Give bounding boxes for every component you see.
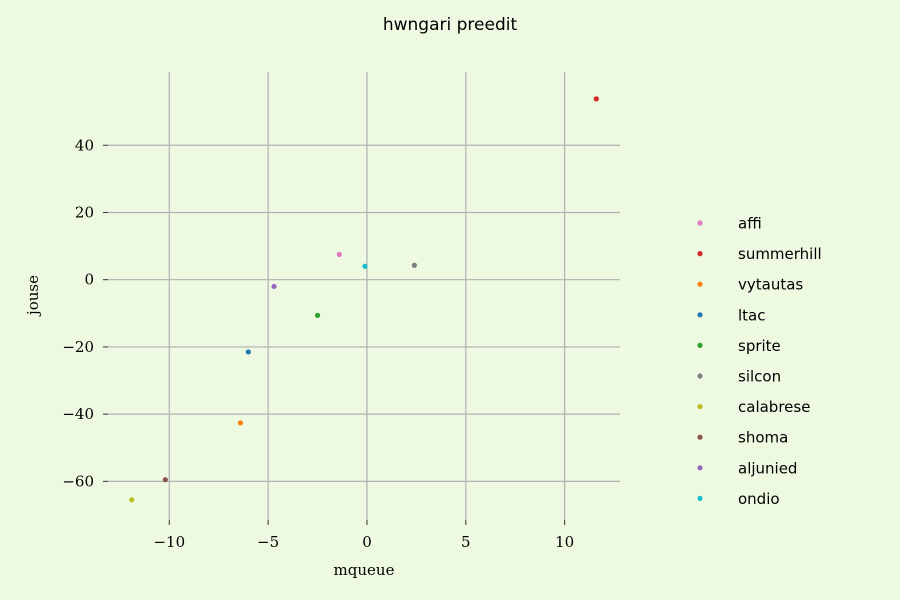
x-tick-label: 0 bbox=[362, 533, 372, 551]
legend-marker-ltac bbox=[697, 312, 703, 318]
legend-label-aljunied: aljunied bbox=[738, 459, 797, 477]
legend-label-silcon: silcon bbox=[738, 368, 781, 386]
data-point-shoma bbox=[162, 477, 168, 483]
chart-title: hwngari preedit bbox=[383, 15, 518, 35]
y-tick-label: 20 bbox=[75, 203, 94, 221]
legend-marker-summerhill bbox=[697, 251, 703, 257]
data-points bbox=[129, 96, 599, 503]
data-point-ltac bbox=[245, 349, 251, 355]
x-tick-label: 5 bbox=[461, 533, 471, 551]
legend-marker-shoma bbox=[697, 434, 703, 440]
legend-marker-affi bbox=[697, 220, 703, 226]
legend: affi summerhill vytautas ltac sprite silcon ca… bbox=[697, 215, 822, 508]
legend-marker-ondio bbox=[697, 495, 703, 501]
data-point-ondio bbox=[362, 263, 368, 269]
legend-label-calabrese: calabrese bbox=[738, 398, 810, 416]
legend-label-shoma: shoma bbox=[738, 429, 788, 447]
y-axis-label: jouse bbox=[24, 275, 42, 317]
axis-ticks: −10 −5 0 5 10 −60 −40 −20 0 20 40 bbox=[62, 136, 574, 551]
legend-label-sprite: sprite bbox=[738, 337, 781, 355]
data-point-summerhill bbox=[593, 96, 599, 102]
legend-label-summerhill: summerhill bbox=[738, 245, 822, 263]
y-tick-label: 0 bbox=[84, 271, 94, 289]
legend-marker-sprite bbox=[697, 342, 703, 348]
data-point-silcon bbox=[411, 262, 418, 268]
data-point-aljunied bbox=[271, 283, 277, 290]
data-point-vytautas bbox=[237, 420, 244, 426]
x-tick-label: −10 bbox=[153, 533, 185, 551]
grid bbox=[108, 72, 620, 520]
legend-marker-silcon bbox=[697, 373, 703, 379]
legend-marker-vytautas bbox=[697, 281, 703, 287]
legend-label-affi: affi bbox=[738, 215, 762, 233]
y-tick-label: −60 bbox=[62, 472, 94, 490]
data-point-affi bbox=[336, 251, 342, 258]
legend-marker-aljunied bbox=[697, 465, 703, 471]
x-tick-label: 10 bbox=[555, 533, 574, 551]
legend-label-ltac: ltac bbox=[738, 306, 766, 324]
x-tick-label: −5 bbox=[257, 533, 279, 551]
legend-marker-calabrese bbox=[697, 404, 703, 410]
y-tick-label: −20 bbox=[62, 338, 94, 356]
x-axis-label: mqueue bbox=[334, 561, 395, 579]
legend-label-vytautas: vytautas bbox=[738, 276, 803, 294]
y-tick-label: 40 bbox=[75, 136, 94, 154]
legend-label-ondio: ondio bbox=[738, 490, 780, 508]
y-tick-label: −40 bbox=[62, 405, 94, 423]
data-point-sprite bbox=[314, 312, 321, 318]
data-point-calabrese bbox=[129, 497, 135, 503]
